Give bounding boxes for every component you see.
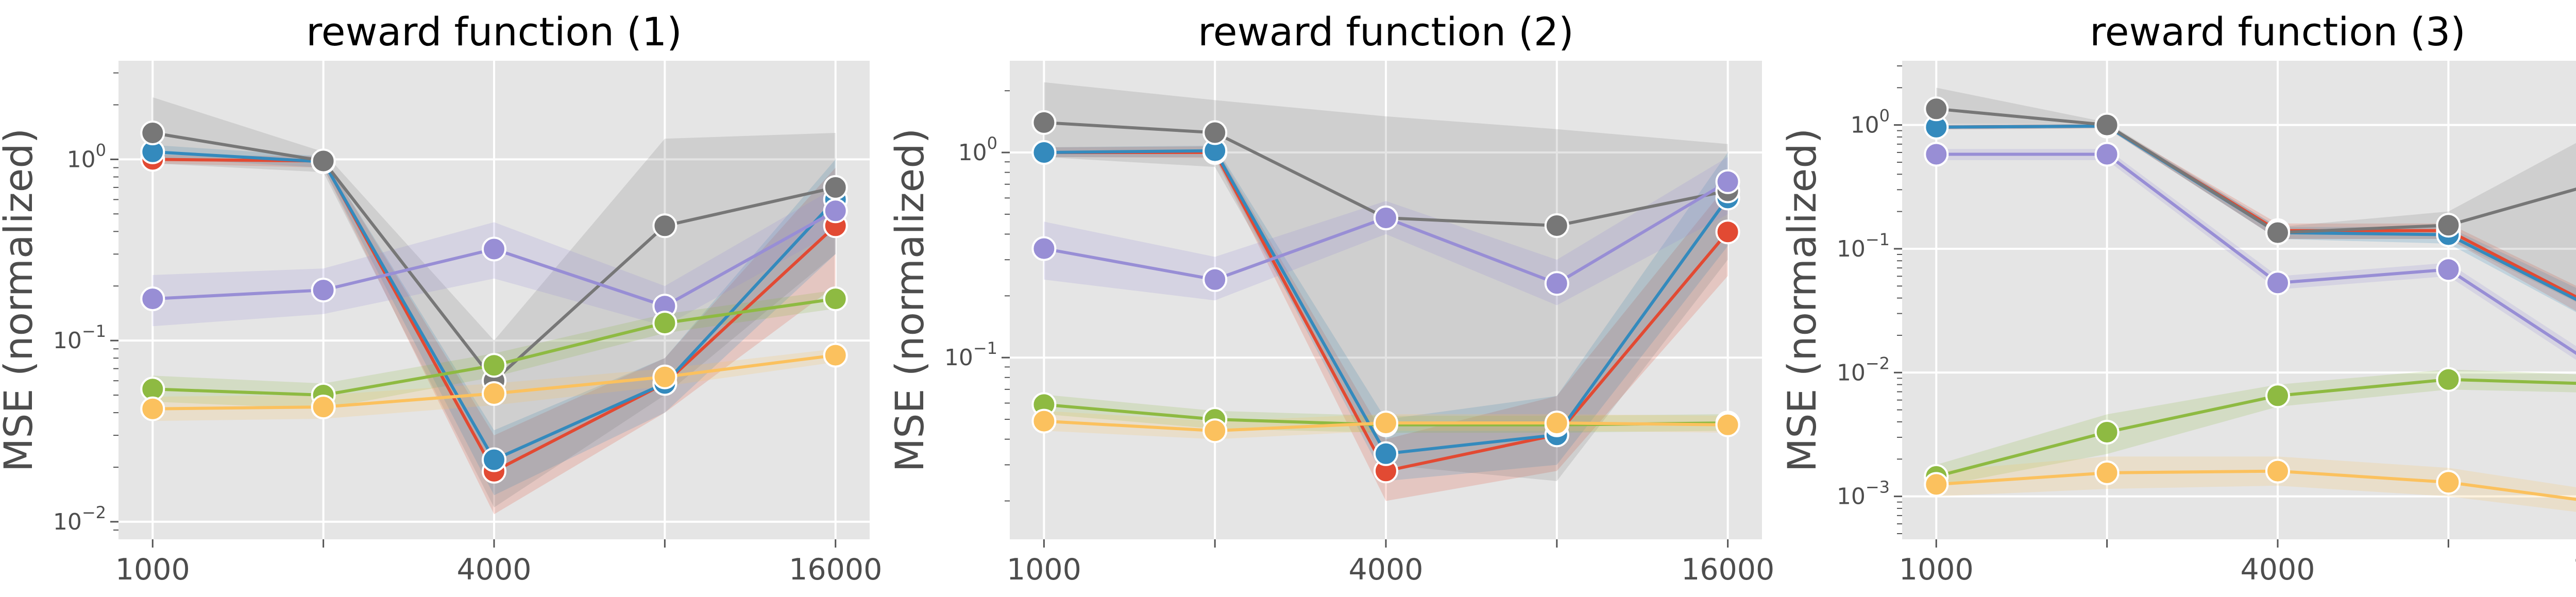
data-point	[1715, 219, 1740, 245]
y-tick-label: 10−2	[53, 503, 106, 535]
y-tick-label: 100	[958, 133, 997, 166]
chart-title: reward function (2)	[1198, 9, 1574, 55]
data-point	[1031, 140, 1057, 165]
y-tick-label: 10−1	[53, 321, 106, 354]
data-point	[1924, 96, 1949, 122]
confidence-band	[1044, 82, 1728, 481]
chart-panel-3: 10−3 10−2 10−1 100 1000 4000 16000 reward funct…	[1779, 9, 2576, 587]
data-point	[482, 447, 506, 472]
data-point	[140, 286, 165, 312]
chart-panel-2: 10−1 100 1000 4000 16000 reward function (2) M…	[887, 9, 1774, 587]
data-point	[1544, 271, 1569, 296]
data-point	[1924, 142, 1949, 167]
data-point	[1031, 236, 1057, 261]
data-point	[1715, 169, 1740, 194]
data-point	[2094, 142, 2120, 167]
chart-title: reward function (3)	[2090, 9, 2466, 55]
data-point	[2094, 460, 2120, 485]
y-axis-label: MSE (normalized)	[1779, 128, 1825, 472]
y-tick-label: 10−1	[1837, 230, 1890, 262]
data-point	[1715, 412, 1740, 437]
data-point	[2094, 112, 2120, 138]
data-point	[1202, 267, 1228, 292]
y-tick-label: 10−2	[1837, 353, 1890, 386]
data-point	[482, 381, 506, 406]
data-point	[2436, 367, 2461, 392]
x-tick-label: 4000	[1348, 553, 1423, 587]
confidence-band	[152, 97, 836, 508]
plot-background	[1902, 61, 2576, 539]
y-axis-label: MSE (normalized)	[887, 128, 933, 472]
data-point	[1544, 213, 1569, 238]
data-point	[2265, 383, 2290, 408]
confidence-band	[1044, 145, 1728, 481]
data-point	[2265, 458, 2290, 484]
data-point	[1202, 120, 1228, 145]
data-point	[652, 213, 677, 238]
data-point	[2436, 257, 2461, 282]
x-tick-label: 1000	[1007, 553, 1081, 587]
confidence-band	[1936, 88, 2576, 302]
data-point	[1374, 206, 1398, 230]
data-point	[1544, 411, 1569, 436]
data-point	[482, 353, 506, 378]
x-tick-label: 1000	[115, 553, 190, 587]
data-point	[1202, 418, 1228, 444]
x-tick-label: 16000	[1681, 553, 1774, 587]
chart-panel-1: 10−2 10−1 100 1000 4000 16000 reward function …	[0, 9, 882, 587]
data-point	[823, 343, 848, 368]
chart-title: reward function (1)	[306, 9, 682, 55]
data-point	[823, 198, 848, 224]
data-point	[2436, 213, 2461, 238]
y-tick-label: 10−3	[1837, 477, 1890, 510]
data-point	[311, 148, 336, 174]
confidence-band	[152, 155, 836, 515]
data-point	[140, 121, 165, 145]
x-tick-label: 16000	[789, 553, 882, 587]
x-tick-label: 1000	[1899, 553, 1974, 587]
data-point	[1031, 110, 1057, 135]
data-point	[2436, 470, 2461, 495]
data-point	[823, 175, 848, 200]
y-tick-label: 100	[67, 140, 106, 173]
y-minor-ticks	[113, 72, 118, 531]
data-point	[2265, 220, 2290, 245]
x-tick-label: 4000	[456, 553, 531, 587]
x-tick-label: 16000	[2572, 553, 2576, 587]
data-point	[652, 311, 677, 336]
y-tick-label: 10−1	[944, 338, 997, 371]
confidence-band	[152, 145, 836, 496]
data-point	[652, 364, 677, 389]
y-minor-ticks	[1005, 90, 1010, 502]
data-point	[823, 286, 848, 312]
data-point	[482, 236, 506, 262]
x-tick-label: 4000	[2240, 553, 2315, 587]
panels: 10−2 10−1 100 1000 4000 16000 reward function …	[0, 9, 2576, 587]
data-point	[311, 278, 336, 303]
data-point	[2265, 270, 2290, 296]
y-minor-ticks	[1897, 65, 1902, 535]
data-point	[1374, 441, 1398, 466]
data-point	[1924, 472, 1949, 497]
data-point	[311, 395, 336, 420]
data-point	[1031, 408, 1057, 434]
data-point	[1374, 411, 1398, 436]
y-axis-label: MSE (normalized)	[0, 128, 41, 472]
data-point	[2094, 420, 2120, 445]
data-point	[140, 396, 165, 421]
y-tick-label: 100	[1851, 106, 1890, 139]
